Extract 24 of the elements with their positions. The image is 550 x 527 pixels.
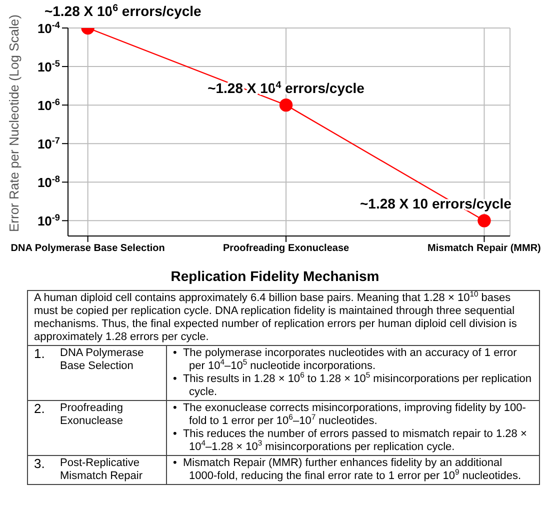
x-tick-label: DNA Polymerase Base Selection <box>10 243 165 254</box>
y-axis-title: Error Rate per Nucleotide (Log Scale) <box>6 14 22 232</box>
y-tick-label: 10$^{-5}$ <box>37 58 60 75</box>
text: • This results in 1.28 × 10$^{6}$ to 1.28 × 10$^{5}$ misincorporations per replication cycle. <box>173 370 532 398</box>
text: Replication Fidelity Mechanism <box>170 268 380 284</box>
text: 2. <box>28 400 54 456</box>
text: • Mismatch Repair (MMR) further enhances fidelity by an additional 1000-fold, reducing the final error rate to 1 error per 10$^{9}$ nucleotides. <box>173 457 522 483</box>
text: Proofreading Exonuclease <box>54 400 166 456</box>
text: DNA Polymerase Base Selection <box>54 346 166 400</box>
text: A human diploid cell contains approximately 6.4 billion base pairs. Meaning that 1.28 × 10$^{10}$ bases must be copied per replication cycle. DNA replication fidelity is maintained through three sequential mechanisms. Thus, the final expected number of replication errors per human diploid cell division is approximately 1.28 errors per cycle. <box>28 289 540 346</box>
x-tick-label: Proofreading Exonuclease <box>222 243 350 254</box>
text: Post-Replicative Mismatch Repair <box>54 456 166 484</box>
y-tick-label: 10$^{-4}$ <box>37 20 61 36</box>
annotation: ~1.28 X 10$^{6}$ errors/cycle <box>44 2 202 19</box>
y-tick-label: 10$^{-7}$ <box>37 136 60 152</box>
text: 1. <box>28 346 54 400</box>
text: • The polymerase incorporates nucleotides with an accuracy of 1 error per 10$^{4}$–10$^{5}$ nucleotide incorporations. <box>173 347 518 372</box>
text: • The exonuclease corrects misincorporations, improving fidelity by 100-fold to 1 error per 10$^{6}$–10$^{7}$ nucleotides. <box>173 402 527 428</box>
text: 3. <box>28 456 54 484</box>
y-tick-label: 10$^{-8}$ <box>37 174 60 190</box>
y-tick-label: 10$^{-9}$ <box>37 212 60 229</box>
x-tick-label: Mismatch Repair (MMR) <box>428 243 541 254</box>
text: • This reduces the number of errors passed to mismatch repair to 1.28 × 10$^{4}$–1.28 × 10$^{3}$ misincorporations per replication cycle. <box>173 428 528 454</box>
y-tick-label: 10$^{-6}$ <box>37 97 60 114</box>
